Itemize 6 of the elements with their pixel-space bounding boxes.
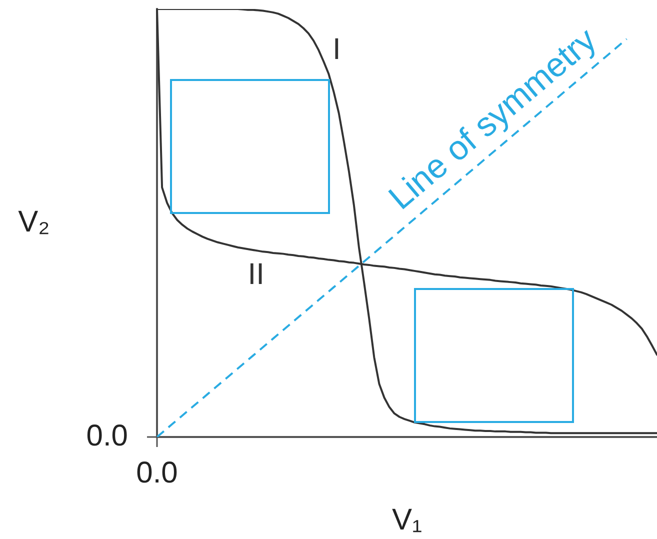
series-label: I — [332, 32, 341, 66]
y-axis-title: V₂ — [18, 205, 50, 238]
text: 0.0 — [136, 456, 178, 490]
text: 0.0 — [86, 419, 128, 452]
x-axis-title: V₁ — [392, 503, 422, 536]
series-label: II — [248, 258, 264, 291]
